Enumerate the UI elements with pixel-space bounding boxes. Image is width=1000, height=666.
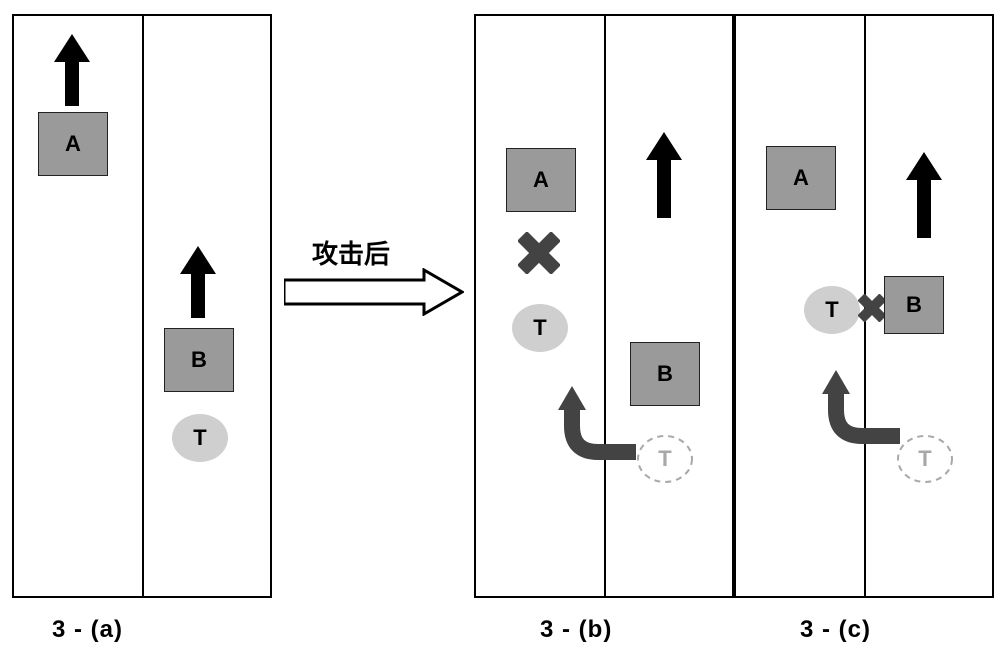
vehicle-t-ellipse: T — [804, 286, 860, 334]
panel-c: A T B T — [734, 14, 994, 598]
lane-change-arrow-icon — [816, 370, 906, 452]
lane-divider — [142, 16, 144, 596]
vehicle-t-label: T — [825, 297, 838, 323]
panel-a-label: 3 - (a) — [52, 616, 123, 644]
vehicle-b-label: B — [657, 361, 673, 387]
arrow-up-icon — [646, 132, 682, 218]
arrow-up-icon — [906, 152, 942, 238]
svg-text:T: T — [658, 446, 672, 471]
flow-text: 攻击后 — [312, 234, 390, 271]
vehicle-a-box: A — [766, 146, 836, 210]
vehicle-b-label: B — [906, 292, 922, 318]
vehicle-b-box: B — [884, 276, 944, 334]
vehicle-t-ellipse: T — [172, 414, 228, 462]
panel-a: A B T — [12, 14, 272, 598]
vehicle-b-label: B — [191, 347, 207, 373]
vehicle-t-ellipse: T — [512, 304, 568, 352]
vehicle-a-box: A — [506, 148, 576, 212]
arrow-up-icon — [54, 34, 90, 106]
panel-b-label: 3 - (b) — [540, 616, 612, 644]
vehicle-t-label: T — [193, 425, 206, 451]
panel-b: A T B T — [474, 14, 734, 598]
flow-arrow-icon — [284, 268, 464, 316]
svg-text:T: T — [918, 446, 932, 471]
lane-change-arrow-icon — [552, 386, 642, 466]
arrow-up-icon — [180, 246, 216, 318]
lane-divider — [604, 16, 606, 596]
vehicle-b-box: B — [164, 328, 234, 392]
vehicle-a-label: A — [533, 167, 549, 193]
x-mark-small-icon — [858, 294, 886, 322]
vehicle-a-box: A — [38, 112, 108, 176]
panel-c-label: 3 - (c) — [800, 616, 871, 644]
vehicle-t-ghost-icon: T — [636, 434, 694, 484]
vehicle-a-label: A — [65, 131, 81, 157]
x-mark-icon — [518, 232, 560, 274]
vehicle-a-label: A — [793, 165, 809, 191]
vehicle-t-label: T — [533, 315, 546, 341]
